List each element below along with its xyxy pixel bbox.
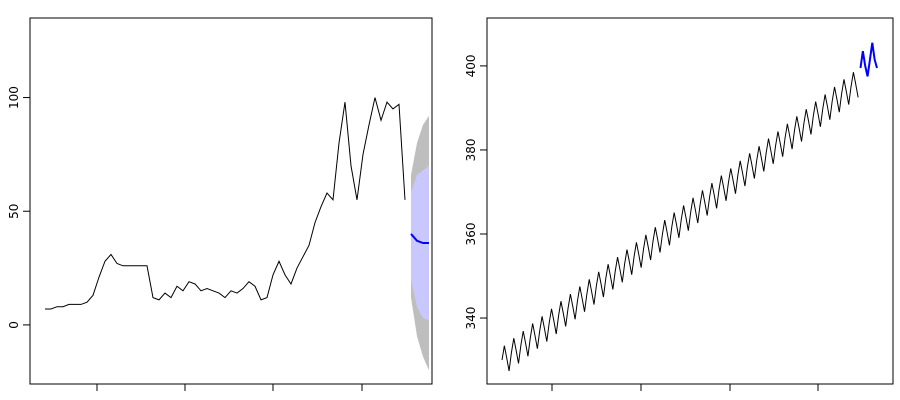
y-tick-label: 100 xyxy=(7,86,21,109)
y-tick-label: 360 xyxy=(464,223,478,246)
y-tick-label: 400 xyxy=(464,54,478,77)
forecast-line xyxy=(410,233,429,245)
y-tick-label: 340 xyxy=(464,307,478,330)
series-line xyxy=(45,97,406,310)
forecast-line xyxy=(859,42,878,77)
forecast-interval xyxy=(411,165,429,321)
series-line xyxy=(501,72,859,372)
y-tick-label: 0 xyxy=(7,321,21,329)
x-axis xyxy=(551,383,819,391)
y-tick-label: 50 xyxy=(7,204,21,219)
plot-frame xyxy=(29,17,433,385)
x-axis xyxy=(96,383,363,391)
y-tick-label: 380 xyxy=(464,138,478,161)
